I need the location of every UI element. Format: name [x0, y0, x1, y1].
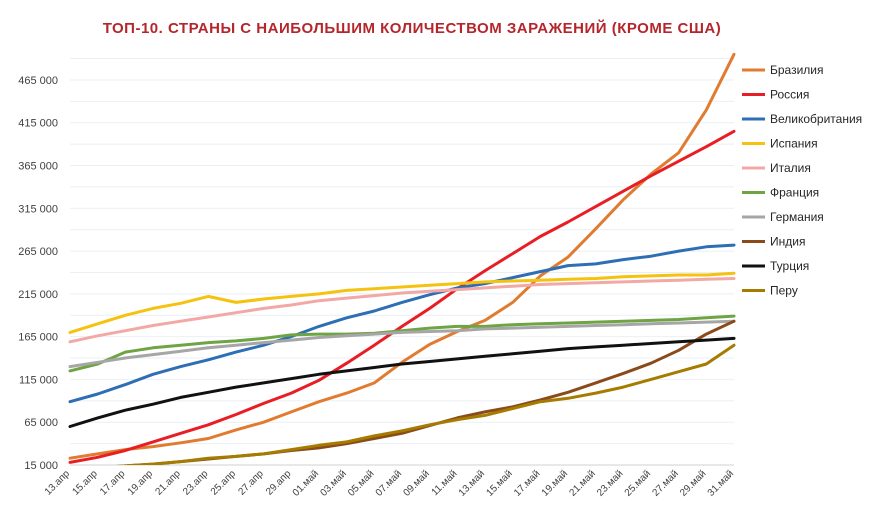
x-tick-label: 25.апр	[209, 468, 239, 498]
series-line	[68, 277, 736, 344]
series-line	[68, 314, 736, 373]
y-tick-label: 215 000	[18, 289, 58, 301]
series-line	[68, 243, 736, 404]
y-tick-label: 65 000	[24, 417, 58, 429]
series-line	[68, 129, 736, 464]
x-tick-label: 27.май	[650, 468, 680, 498]
x-tick-label: 15.май	[484, 468, 514, 498]
legend-label: Германия	[770, 210, 824, 224]
x-tick-label: 05.май	[346, 468, 376, 498]
series-lines	[68, 52, 736, 465]
legend-label: Бразилия	[770, 63, 824, 77]
legend-label: Турция	[770, 259, 809, 273]
y-tick-label: 115 000	[19, 374, 58, 386]
x-tick-label: 03.май	[318, 468, 348, 498]
series-line	[68, 271, 736, 334]
x-tick-label: 01.май	[291, 468, 321, 498]
x-tick-label: 21.апр	[153, 468, 183, 498]
x-tick-label: 23.май	[595, 468, 625, 498]
x-tick-label: 13.май	[457, 468, 487, 498]
series-line	[68, 319, 736, 369]
series-line	[68, 52, 736, 460]
x-tick-label: 19.апр	[126, 468, 156, 498]
x-tick-label: 13.апр	[43, 468, 73, 498]
legend-label: Перу	[770, 284, 798, 298]
legend-label: Россия	[770, 88, 809, 102]
gridlines	[70, 58, 734, 466]
x-tick-label: 11.май	[430, 468, 460, 498]
y-tick-label: 365 000	[18, 161, 58, 173]
chart-title: ТОП-10. СТРАНЫ С НАИБОЛЬШИМ КОЛИЧЕСТВОМ …	[103, 19, 722, 37]
y-tick-label: 315 000	[18, 203, 58, 215]
x-tick-label: 07.май	[374, 468, 404, 498]
x-tick-label: 09.май	[401, 468, 431, 498]
y-tick-label: 265 000	[18, 246, 58, 258]
x-tick-label: 25.май	[623, 468, 653, 498]
legend-label: Италия	[770, 161, 811, 175]
legend-label: Франция	[770, 186, 819, 200]
y-tick-label: 415 000	[18, 118, 58, 130]
x-tick-label: 19.май	[540, 468, 570, 498]
y-tick-label: 165 000	[18, 332, 58, 344]
series-line	[68, 336, 736, 428]
x-tick-label: 23.апр	[181, 468, 211, 498]
legend-label: Испания	[770, 137, 818, 151]
x-tick-label: 17.май	[512, 468, 542, 498]
x-axis: 13.апр15.апр17.апр19.апр21.апр23.апр25.а…	[43, 464, 736, 499]
x-tick-label: 27.апр	[236, 468, 266, 498]
x-tick-label: 15.апр	[70, 468, 100, 498]
x-tick-label: 17.апр	[98, 468, 128, 498]
x-tick-label: 31.май	[706, 468, 736, 498]
legend-label: Индия	[770, 235, 805, 249]
x-tick-label: 29.апр	[264, 468, 294, 498]
x-tick-label: 29.май	[678, 468, 708, 498]
y-axis: 15 000 65 000 115 000 165 000 215 000 265 000…	[18, 75, 58, 472]
series-line	[118, 343, 736, 465]
y-tick-label: 15 000	[24, 460, 58, 472]
x-tick-label: 21.май	[567, 468, 597, 498]
legend: Бразилия Россия Великобритания Испания Итали…	[742, 63, 862, 298]
legend-label: Великобритания	[770, 112, 862, 126]
y-tick-label: 465 000	[18, 75, 58, 87]
